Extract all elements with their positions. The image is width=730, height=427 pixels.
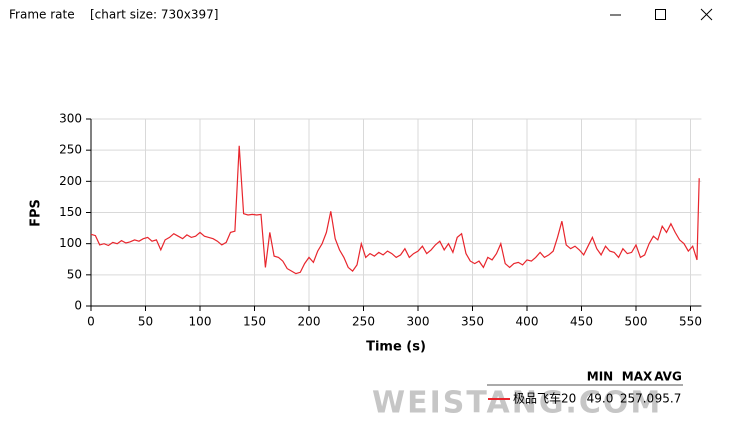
legend-stat: 49.0 [587, 392, 614, 406]
watermark: WEISTANG.COM [372, 386, 662, 421]
x-tick-label: 300 [407, 315, 430, 329]
x-tick-label: 150 [243, 315, 266, 329]
x-tick-label: 0 [87, 315, 95, 329]
data-line [90, 145, 700, 275]
legend-header: AVG [654, 370, 682, 384]
x-tick-label: 100 [189, 315, 212, 329]
y-tick-label: 150 [59, 205, 82, 219]
legend-stat: 95.7 [655, 392, 682, 406]
close-button[interactable] [700, 8, 713, 21]
x-tick-label: 200 [298, 315, 321, 329]
x-tick-label: 400 [516, 315, 539, 329]
y-axis-label: FPS [29, 199, 44, 227]
x-tick-label: 550 [679, 315, 702, 329]
x-tick-label: 500 [625, 315, 648, 329]
x-tick-label: 250 [352, 315, 375, 329]
x-tick-label: 350 [461, 315, 484, 329]
x-tick-label: 50 [138, 315, 153, 329]
maximize-button[interactable] [655, 9, 666, 20]
legend-name: 极品飞车20 [513, 391, 576, 406]
y-tick-label: 300 [59, 112, 82, 126]
y-tick-label: 50 [67, 267, 82, 281]
y-tick-label: 250 [59, 143, 82, 157]
y-tick-label: 0 [74, 299, 82, 313]
legend-header: MIN [587, 370, 613, 384]
legend-header: MAX [622, 370, 653, 384]
legend-stat: 257.0 [620, 392, 654, 406]
window-title: Frame rate [9, 8, 75, 22]
x-tick-label: 450 [570, 315, 593, 329]
chart-size: [chart size: 730x397] [90, 8, 218, 22]
x-axis-label: Time (s) [366, 340, 426, 355]
y-tick-label: 200 [59, 174, 82, 188]
y-tick-label: 100 [59, 236, 82, 250]
